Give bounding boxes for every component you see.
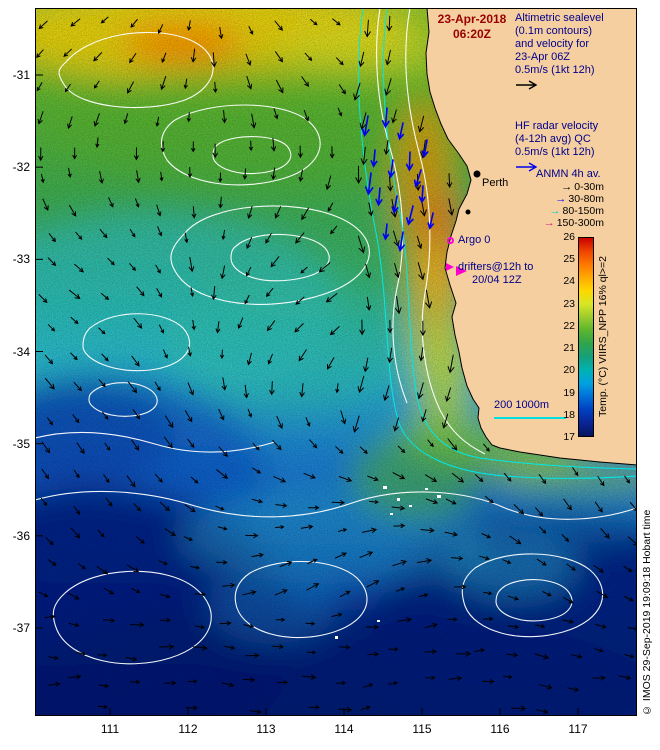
cloud-specks — [335, 486, 441, 639]
perth-dot — [473, 170, 481, 178]
place-label-perth: Perth — [482, 177, 509, 189]
drifters-line1: drifters@12h to — [458, 261, 534, 273]
drifter-map-marker — [456, 266, 467, 276]
colorbar-tick-label: 20 — [563, 364, 575, 377]
map-markers — [456, 170, 481, 276]
y-tick-label: -31 — [12, 68, 30, 82]
anmn-legend-title: ANMN 4h av. — [536, 168, 601, 180]
credit-text: © IMOS 29-Sep-2019 19:09:18 Hobart time — [641, 509, 653, 716]
map-frame — [35, 8, 637, 716]
drifters-legend: drifters@12h to 20/04 12Z — [446, 261, 533, 287]
datetime-line1: 23-Apr-2018 — [437, 12, 507, 26]
depth-arrow-icon: → — [549, 205, 561, 217]
x-tick-label: 113 — [256, 722, 276, 736]
anmn-legend-items: → 0-30m → 30-80m → 80-150m → 150-300m — [530, 181, 604, 229]
bathymetry-line-icon — [494, 417, 566, 419]
map-canvas — [35, 8, 637, 716]
hf-line: 0.5m/s (1kt 12h) — [515, 146, 595, 158]
y-tick-label: -36 — [12, 528, 30, 543]
colorbar-tick-label: 18 — [563, 408, 575, 421]
depth-arrow-icon: → — [561, 181, 573, 193]
x-tick-label: 117 — [568, 722, 588, 736]
datetime-label: 23-Apr-2018 06:20Z — [424, 12, 520, 42]
x-tick-label: 112 — [178, 722, 198, 736]
altimetric-velocity-arrow-icon — [516, 80, 538, 90]
altimetric-legend: Altimetric sealevel (0.1m contours) and … — [515, 12, 645, 90]
x-tick-label: 111 — [100, 722, 120, 736]
altimetric-line: 0.5m/s (1kt 12h) — [515, 64, 595, 76]
axis-ticks — [36, 74, 579, 716]
drifters-line2: 20/04 12Z — [472, 274, 522, 286]
colorbar-tick-label: 22 — [563, 319, 575, 332]
mooring-dot — [465, 209, 471, 215]
colorbar — [578, 237, 594, 437]
anmn-item: → 80-150m — [530, 205, 604, 217]
hf-line: HF radar velocity — [515, 120, 599, 132]
anmn-item: → 0-30m — [530, 181, 604, 193]
depth-arrow-icon: → — [543, 217, 555, 229]
anmn-item: → 30-80m — [530, 193, 604, 205]
depth-label: 0-30m — [574, 181, 604, 193]
y-tick-label: -35 — [12, 436, 30, 451]
hf-radar-arrows — [361, 107, 435, 253]
y-tick-label: -32 — [12, 160, 30, 175]
depth-label: 80-150m — [562, 205, 604, 217]
hf-radar-legend: HF radar velocity (4-12h avg) QC 0.5m/s … — [515, 120, 645, 172]
colorbar-tick-label: 21 — [563, 342, 575, 355]
x-tick-label: 116 — [490, 722, 510, 736]
hf-line: (4-12h avg) QC — [515, 133, 591, 145]
argo-marker-icon — [447, 237, 454, 244]
colorbar-tick-label: 25 — [563, 253, 575, 266]
colorbar-tick-label: 17 — [563, 431, 575, 443]
drifter-marker-icon — [446, 263, 454, 271]
y-tick-label: -33 — [12, 252, 30, 267]
bathymetry-legend: 200 1000m — [494, 399, 566, 419]
colorbar-tick-label: 19 — [563, 386, 575, 399]
colorbar-tick-label: 24 — [563, 275, 575, 288]
y-tick-label: -37 — [12, 621, 30, 636]
argo-label: Argo 0 — [458, 234, 491, 246]
altimetric-line: (0.1m contours) — [515, 25, 593, 37]
colorbar-tick-label: 26 — [563, 231, 575, 243]
y-tick-label: -34 — [12, 344, 30, 359]
anmn-item: → 150-300m — [530, 217, 604, 229]
altimetric-line: Altimetric sealevel — [515, 12, 604, 24]
sealevel-contours — [35, 8, 637, 665]
hf-velocity-arrow-icon — [516, 162, 538, 172]
x-tick-label: 114 — [334, 722, 354, 736]
colorbar-title: Temp. (°C) VIIRS_NPP 16% ql>=2 — [597, 256, 609, 418]
argo-legend: Argo 0 — [447, 234, 490, 247]
depth-label: 30-80m — [568, 193, 604, 205]
altimetric-line: 23-Apr 06Z — [515, 51, 571, 63]
altimetric-line: and velocity for — [515, 38, 589, 50]
velocity-arrows — [36, 15, 637, 714]
x-tick-label: 115 — [412, 722, 432, 736]
depth-label: 150-300m — [556, 217, 604, 229]
map-area — [35, 8, 637, 716]
bathymetry-label: 200 1000m — [494, 399, 550, 411]
colorbar-tick-label: 23 — [563, 297, 575, 310]
depth-arrow-icon: → — [555, 193, 567, 205]
datetime-line2: 06:20Z — [452, 27, 492, 41]
